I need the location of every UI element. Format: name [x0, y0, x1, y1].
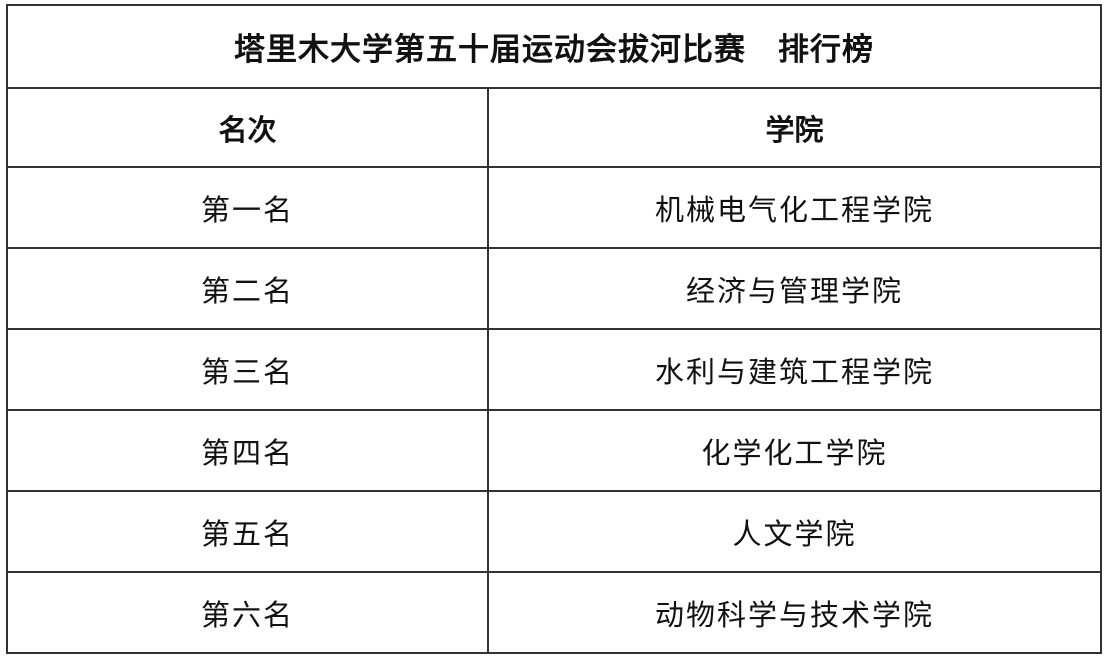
college-cell: 化学化工学院	[487, 409, 1102, 492]
rank-cell: 第六名	[6, 571, 489, 654]
table-row: 第三名 水利与建筑工程学院	[6, 328, 1102, 411]
rank-cell: 第三名	[6, 328, 489, 411]
college-cell: 机械电气化工程学院	[487, 166, 1102, 249]
header-college: 学院	[487, 87, 1102, 168]
rank-cell: 第四名	[6, 409, 489, 492]
table-row: 第四名 化学化工学院	[6, 409, 1102, 492]
table-title: 塔里木大学第五十届运动会拔河比赛 排行榜	[6, 4, 1102, 89]
rank-cell: 第二名	[6, 247, 489, 330]
college-cell: 人文学院	[487, 490, 1102, 573]
table-row: 第五名 人文学院	[6, 490, 1102, 573]
college-cell: 动物科学与技术学院	[487, 571, 1102, 654]
college-cell: 经济与管理学院	[487, 247, 1102, 330]
rank-cell: 第五名	[6, 490, 489, 573]
college-cell: 水利与建筑工程学院	[487, 328, 1102, 411]
ranking-table: 塔里木大学第五十届运动会拔河比赛 排行榜 名次 学院 第一名 机械电气化工程学院…	[6, 4, 1102, 654]
rank-cell: 第一名	[6, 166, 489, 249]
header-rank: 名次	[6, 87, 489, 168]
table-row: 第一名 机械电气化工程学院	[6, 166, 1102, 249]
table-row: 第二名 经济与管理学院	[6, 247, 1102, 330]
table-row: 第六名 动物科学与技术学院	[6, 571, 1102, 654]
